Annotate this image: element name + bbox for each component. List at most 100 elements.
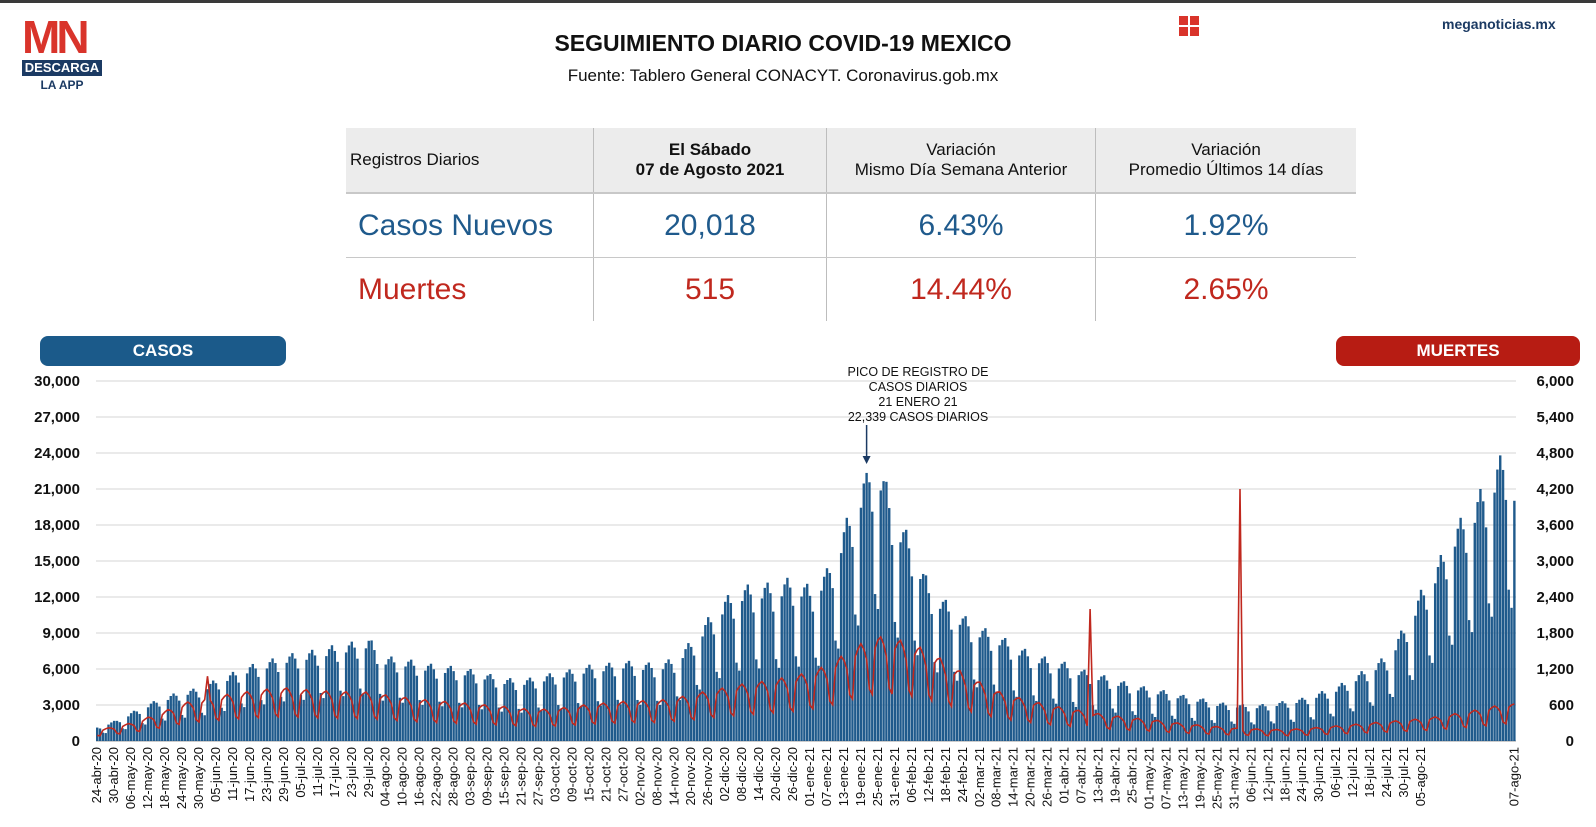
x-tick-label: 18-feb-21	[938, 747, 953, 803]
x-tick-label: 07-ago-21	[1506, 747, 1521, 806]
case-bar	[149, 703, 153, 741]
y-right-tick: 3,000	[1536, 553, 1574, 570]
case-bar	[1479, 489, 1482, 741]
case-bar	[1213, 722, 1216, 741]
case-bar	[766, 582, 769, 741]
case-bar	[127, 716, 130, 741]
case-bar	[367, 640, 370, 741]
case-bar	[630, 666, 634, 741]
muertes-var-14d: 2.65%	[1095, 257, 1356, 321]
x-tick-label: 12-jun-21	[1260, 747, 1275, 802]
case-bar	[574, 681, 577, 741]
case-bar	[559, 708, 563, 741]
x-tick-label: 03-oct-20	[547, 747, 562, 802]
case-bar	[475, 683, 478, 741]
case-bar	[967, 626, 970, 741]
case-bar	[472, 674, 475, 741]
case-bar	[531, 681, 535, 741]
y-right-tick: 600	[1549, 697, 1574, 714]
case-bar	[1473, 522, 1476, 741]
case-bar	[791, 605, 795, 741]
x-tick-label: 01-abr-21	[1057, 747, 1072, 803]
case-bar	[944, 599, 948, 741]
case-bar	[1337, 686, 1341, 741]
grid-icon[interactable]	[1179, 16, 1199, 36]
case-bar	[384, 664, 387, 741]
case-bar	[1292, 721, 1295, 741]
case-bar	[262, 704, 266, 741]
case-bar	[319, 693, 322, 741]
y-left-tick: 27,000	[34, 409, 80, 426]
case-bar	[970, 642, 973, 741]
case-bar	[1060, 663, 1063, 741]
case-bar	[200, 712, 204, 741]
case-bar	[667, 659, 670, 741]
casos-axis-label: CASOS	[40, 336, 286, 366]
x-tick-label: 24-may-20	[174, 747, 189, 809]
case-bar	[424, 670, 427, 741]
case-bar	[494, 687, 498, 741]
case-bar	[356, 658, 359, 741]
case-bar	[1012, 690, 1015, 741]
y-right-tick: 6,000	[1536, 373, 1574, 390]
case-bar	[1334, 691, 1338, 741]
case-bar	[806, 583, 809, 741]
case-bar	[1453, 546, 1457, 741]
case-bar	[1035, 700, 1038, 741]
case-bar	[395, 672, 399, 741]
case-bar	[1077, 675, 1080, 741]
case-bar	[1422, 595, 1426, 741]
x-tick-label: 18-may-20	[157, 747, 172, 809]
x-tick-label: 06-may-20	[123, 747, 138, 809]
y-left-tick: 21,000	[34, 481, 80, 498]
case-bar	[1315, 697, 1318, 741]
x-tick-label: 26-mar-21	[1040, 747, 1055, 807]
site-label[interactable]: meganoticias.mx	[1442, 16, 1556, 32]
case-bar	[155, 702, 158, 741]
case-bar	[995, 691, 998, 741]
case-bar	[624, 663, 628, 741]
case-bar	[378, 693, 382, 741]
case-bar	[794, 656, 798, 741]
case-bar	[1320, 691, 1324, 741]
case-bar	[831, 588, 834, 741]
x-tick-label: 24-jul-21	[1379, 747, 1394, 798]
case-bar	[1275, 706, 1278, 741]
case-bar	[1487, 603, 1491, 741]
case-bar	[274, 663, 277, 741]
case-bar	[438, 701, 441, 741]
case-bar	[910, 576, 914, 741]
case-bar	[1170, 715, 1174, 741]
case-bar	[1295, 702, 1298, 741]
x-tick-label: 06-jul-21	[1328, 747, 1343, 798]
case-bar	[698, 689, 701, 741]
case-bar	[1459, 517, 1462, 741]
case-bar	[325, 656, 328, 741]
x-tick-label: 10-ago-20	[395, 747, 410, 806]
case-bar	[1278, 702, 1281, 741]
case-bar	[310, 649, 314, 741]
case-bar	[1284, 703, 1287, 741]
case-bar	[591, 669, 594, 741]
case-bar	[964, 616, 967, 741]
case-bar	[435, 678, 438, 741]
case-bar	[670, 663, 673, 741]
case-bar	[1083, 669, 1086, 741]
case-bar	[656, 700, 659, 741]
case-bar	[257, 676, 260, 741]
case-bar	[1238, 705, 1242, 741]
case-bar	[1501, 469, 1505, 741]
meganoticias-logo[interactable]: MN DESCARGA LA APP	[22, 14, 104, 92]
case-bar	[596, 701, 600, 741]
case-bar	[237, 682, 240, 741]
case-bar	[955, 680, 959, 741]
case-bar	[1411, 679, 1414, 741]
case-bar	[735, 662, 738, 741]
case-bar	[146, 707, 150, 741]
case-bar	[1456, 528, 1460, 741]
case-bar	[871, 511, 874, 741]
case-bar	[1230, 721, 1233, 741]
x-tick-label: 20-mar-21	[1023, 747, 1038, 807]
case-bar	[1504, 499, 1508, 741]
case-bar	[469, 669, 472, 741]
